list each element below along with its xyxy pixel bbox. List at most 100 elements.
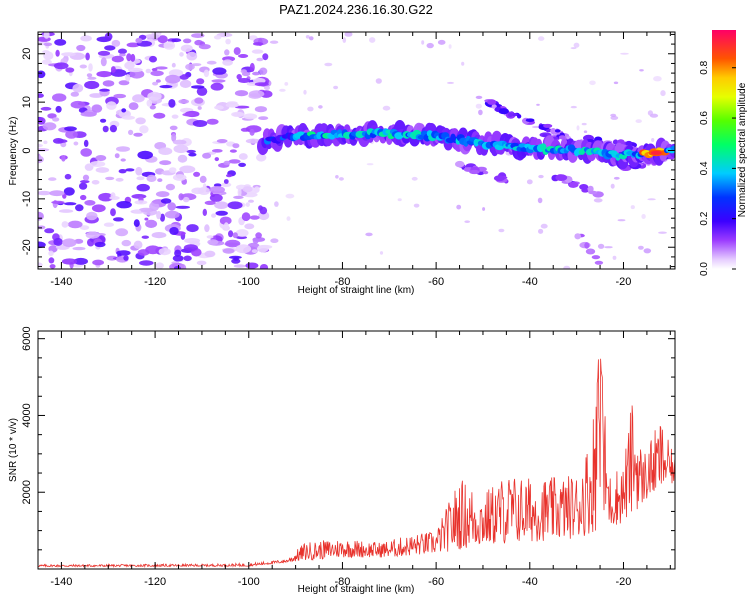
heatmap-noise-blob: [103, 222, 114, 227]
heatmap-noise-blob: [73, 257, 89, 265]
heatmap-noise-blob: [243, 113, 258, 120]
heatmap-trace-blob: [552, 136, 559, 140]
heatmap-noise-blob: [104, 32, 113, 41]
heatmap-noise-blob: [206, 118, 219, 125]
heatmap-noise-blob: [61, 258, 78, 265]
heatmap-noise-blob: [135, 117, 146, 125]
heatmap-noise-blob: [597, 243, 605, 249]
heatmap-noise-blob: [118, 80, 130, 86]
heatmap-noise-blob: [85, 52, 90, 61]
heatmap-noise-blob: [80, 194, 87, 201]
heatmap-noise-blob: [99, 88, 110, 92]
heatmap-noise-blob: [211, 149, 223, 153]
heatmap-noise-blob: [344, 32, 353, 37]
heatmap-noise-blob: [152, 200, 161, 204]
heatmap-noise-blob: [651, 138, 655, 142]
heatmap-noise-blob: [136, 176, 145, 181]
heatmap-noise-blob: [581, 122, 587, 126]
heatmap-noise-blob: [223, 222, 229, 230]
heatmap-noise-blob: [241, 212, 251, 222]
heatmap-noise-blob: [254, 186, 260, 193]
heatmap-noise-blob: [155, 262, 164, 269]
heatmap-noise-blob: [76, 44, 86, 52]
spectrogram-ytick-label: 20: [21, 48, 33, 60]
heatmap-noise-blob: [125, 168, 135, 172]
snr-ylabel: SNR (10 * v/v): [8, 418, 19, 482]
heatmap-noise-blob: [202, 152, 212, 159]
heatmap-noise-blob: [72, 83, 84, 93]
heatmap-noise-blob: [245, 262, 259, 269]
heatmap-noise-blob: [42, 122, 57, 131]
heatmap-noise-blob: [222, 59, 233, 66]
heatmap-noise-blob: [95, 167, 110, 173]
heatmap-noise-blob: [252, 237, 259, 244]
heatmap-noise-blob: [38, 70, 46, 79]
heatmap-noise-blob: [270, 238, 279, 243]
heatmap-noise-blob: [257, 245, 269, 253]
colorbar-label: Normalized spectral amplitude: [737, 82, 748, 217]
heatmap-trace-blob: [587, 248, 593, 254]
heatmap-noise-blob: [118, 48, 127, 55]
heatmap-noise-blob: [638, 245, 644, 250]
heatmap-noise-blob: [96, 71, 112, 78]
heatmap-noise-blob: [197, 106, 202, 110]
heatmap-noise-blob: [55, 49, 60, 57]
heatmap-noise-blob: [91, 104, 103, 113]
heatmap-noise-blob: [72, 246, 86, 251]
heatmap-noise-blob: [171, 38, 182, 43]
heatmap-noise-blob: [79, 182, 88, 190]
heatmap-noise-blob: [204, 200, 216, 205]
heatmap-noise-blob: [102, 125, 109, 133]
heatmap-noise-blob: [610, 115, 619, 120]
heatmap-noise-blob: [604, 246, 613, 249]
heatmap-noise-blob: [426, 42, 434, 49]
heatmap-noise-blob: [86, 211, 98, 221]
heatmap-noise-blob: [234, 90, 249, 97]
heatmap-noise-blob: [146, 174, 157, 182]
heatmap-noise-blob: [110, 192, 116, 200]
heatmap-noise-blob: [174, 266, 181, 269]
heatmap-noise-blob: [159, 85, 173, 89]
heatmap-noise-blob: [186, 149, 196, 154]
heatmap-noise-blob: [252, 71, 261, 76]
snr-xtick-label: -20: [616, 576, 632, 588]
snr-xtick-label: -60: [428, 576, 444, 588]
spectrogram-heatmap: [38, 32, 675, 269]
heatmap-noise-blob: [91, 180, 100, 185]
heatmap-noise-blob: [196, 78, 205, 85]
spectrogram-xtick-label: -100: [238, 276, 260, 288]
colorbar: 0.0 0.2 0.4 0.6 0.8 Normalized spectral ampl…: [699, 30, 748, 276]
spectrogram-xlabel: Height of straight line (km): [298, 285, 415, 296]
spectrogram-xtick-label: -60: [428, 276, 444, 288]
heatmap-noise-blob: [67, 220, 83, 229]
heatmap-noise-blob: [172, 139, 187, 145]
heatmap-noise-blob: [111, 39, 121, 47]
heatmap-noise-blob: [576, 125, 580, 131]
heatmap-noise-blob: [165, 74, 181, 84]
heatmap-noise-blob: [94, 241, 106, 248]
heatmap-trace-blob: [588, 190, 598, 195]
heatmap-noise-blob: [324, 62, 333, 67]
heatmap-noise-blob: [155, 191, 170, 198]
spectrogram-ytick-label: -20: [21, 239, 33, 255]
heatmap-noise-blob: [109, 124, 117, 133]
heatmap-noise-blob: [129, 69, 145, 79]
heatmap-noise-blob: [165, 183, 175, 191]
heatmap-noise-blob: [63, 202, 77, 206]
heatmap-noise-blob: [199, 175, 207, 183]
heatmap-trace-blob: [483, 170, 489, 175]
heatmap-noise-blob: [179, 74, 189, 80]
heatmap-noise-blob: [536, 103, 540, 106]
heatmap-noise-blob: [563, 265, 571, 269]
heatmap-noise-blob: [171, 62, 176, 68]
heatmap-noise-blob: [157, 178, 163, 183]
heatmap-noise-blob: [151, 232, 167, 239]
snr-xtick-label: -140: [50, 576, 72, 588]
heatmap-noise-blob: [303, 89, 307, 95]
heatmap-noise-blob: [42, 50, 50, 54]
heatmap-noise-blob: [49, 190, 65, 197]
heatmap-noise-blob: [191, 33, 205, 38]
heatmap-noise-blob: [114, 153, 120, 159]
heatmap-noise-blob: [128, 129, 134, 136]
heatmap-noise-blob: [660, 90, 666, 97]
